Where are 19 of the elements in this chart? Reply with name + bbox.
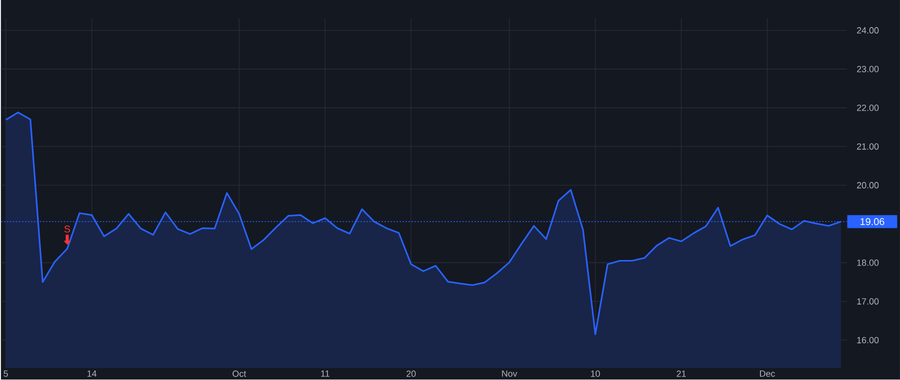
y-tick-label: 24.00 — [857, 27, 879, 34]
y-tick-label: 16.00 — [857, 336, 879, 344]
x-tick-label: Dec — [760, 370, 775, 377]
x-tick-label: 10 — [591, 370, 600, 377]
x-tick-label: 20 — [406, 370, 416, 377]
ref-line-label: 19.06 — [860, 218, 884, 226]
y-tick-label: 20.00 — [857, 182, 879, 188]
y-tick-label: 21.00 — [857, 143, 879, 150]
x-tick-label: Nov — [502, 370, 518, 377]
y-tick-label: 22.00 — [857, 104, 879, 111]
x-tick-label: 21 — [676, 370, 686, 377]
x-tick-label: Oct — [232, 370, 246, 377]
y-tick-label: 17.00 — [857, 298, 879, 304]
x-tick-label: 11 — [321, 370, 330, 377]
x-tick-label: 5 — [4, 370, 8, 377]
annotation: S — [64, 225, 70, 232]
y-tick-label: 23.00 — [857, 66, 879, 72]
y-tick-label: 18.00 — [857, 259, 879, 266]
x-tick-label: 14 — [87, 370, 96, 377]
